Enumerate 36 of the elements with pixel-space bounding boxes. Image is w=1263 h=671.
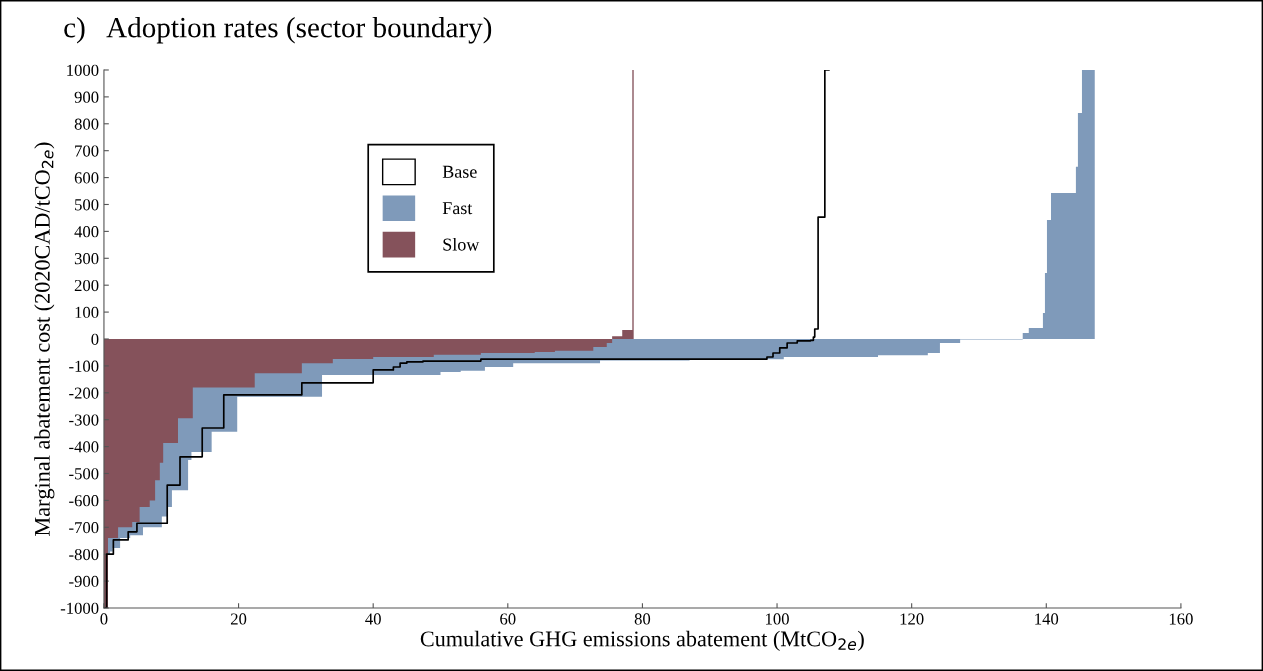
x-tick-label: 100 [766, 613, 789, 625]
y-tick-label: -400 [69, 441, 99, 453]
y-tick-label: 300 [74, 252, 99, 265]
y-tick-label: 500 [75, 199, 99, 211]
y-tick-label: 0 [91, 333, 99, 345]
x-tick-label: 80 [634, 613, 651, 625]
legend-label: Fast [442, 202, 473, 215]
x-tick-label: 0 [100, 613, 108, 625]
y-tick-label: 700 [75, 145, 99, 157]
y-tick-label: -100 [69, 360, 99, 372]
y-tick-label: 900 [74, 91, 99, 103]
y-tick-label: -600 [69, 495, 99, 507]
x-tick-label: 40 [365, 613, 381, 625]
y-tick-label: 200 [74, 279, 99, 292]
x-tick-label: 20 [230, 613, 247, 625]
x-tick-label: 160 [1169, 613, 1193, 625]
y-axis-title: Marginal abatement cost (2020CAD/tCO$_{2e}$) [34, 142, 55, 536]
y-tick-label: -500 [69, 468, 99, 480]
y-tick-label: -1000 [60, 602, 99, 614]
y-tick-label: -200 [69, 387, 99, 399]
y-tick-label: -900 [69, 575, 99, 588]
y-tick-label: -300 [69, 414, 99, 426]
legend-label: Slow [443, 237, 480, 251]
y-tick-label: -700 [69, 521, 99, 534]
y-tick-label: 400 [74, 226, 99, 238]
x-tick-label: 140 [1035, 613, 1059, 625]
chart-title: c) Adoption rates (sector boundary) [64, 16, 492, 44]
y-tick-label: 800 [74, 118, 99, 130]
y-tick-label: -800 [69, 548, 99, 561]
legend-label: Base [442, 165, 477, 178]
x-axis-title: Cumulative GHG emissions abatement (MtCO$_{2e}$) [420, 630, 864, 651]
x-tick-label: 120 [900, 613, 924, 625]
y-tick-label: 1000 [67, 64, 99, 76]
x-tick-label: 60 [500, 613, 516, 625]
y-tick-label: 600 [74, 172, 99, 184]
y-tick-label: 100 [75, 306, 99, 319]
